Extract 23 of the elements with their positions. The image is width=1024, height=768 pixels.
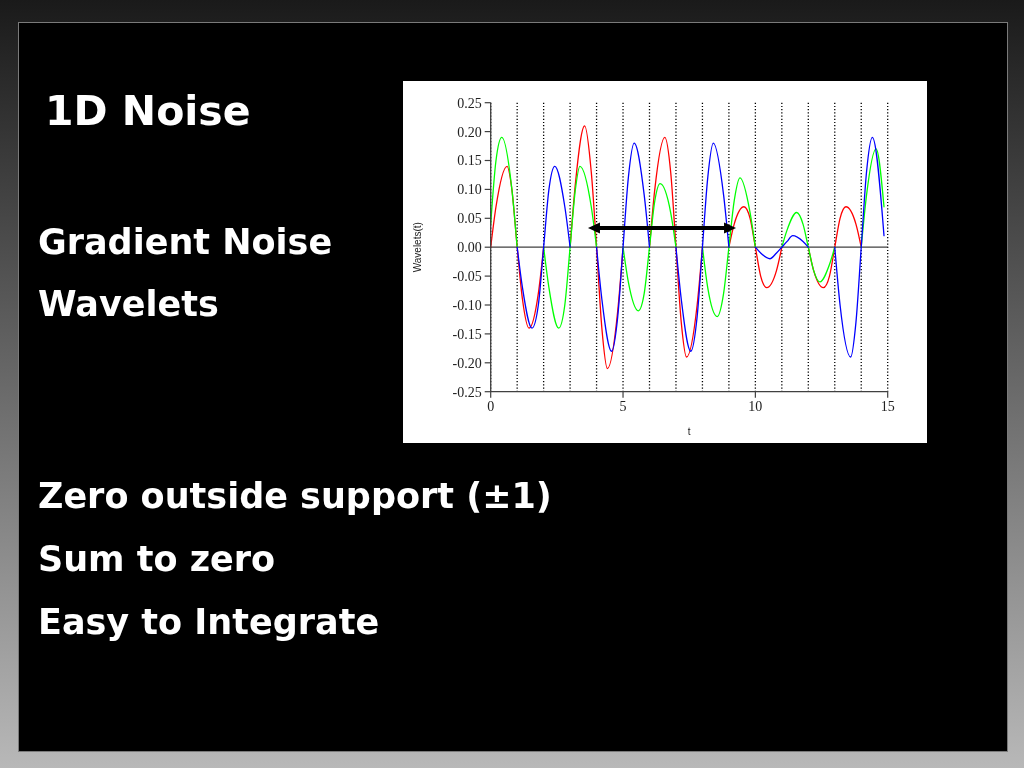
x-tick-label: 10 — [748, 398, 763, 414]
y-tick-label: -0.25 — [452, 384, 482, 400]
x-tick-label: 5 — [619, 398, 627, 414]
y-tick-label: 0.20 — [457, 124, 482, 140]
x-tick-label: 0 — [487, 398, 495, 414]
y-tick-label: -0.15 — [452, 326, 482, 342]
y-tick-label: -0.05 — [452, 269, 482, 284]
y-tick-label: 0.10 — [457, 182, 482, 198]
y-tick-label: -0.20 — [452, 355, 482, 371]
y-tick-label: 0.05 — [457, 211, 482, 227]
text: Sum to zero — [38, 539, 276, 579]
x-axis-title: t — [687, 426, 691, 437]
text: Gradient Noise — [38, 222, 333, 262]
text: 1D Noise — [45, 87, 251, 135]
text: Wavelets — [38, 284, 219, 324]
y-axis-title: Wavelets(t) — [412, 222, 423, 273]
x-tick-label: 15 — [880, 398, 895, 414]
y-tick-label: 0.00 — [457, 240, 482, 256]
y-tick-label: 0.15 — [457, 153, 482, 169]
text: Zero outside support (±1) — [38, 476, 552, 516]
y-tick-label: 0.25 — [457, 95, 482, 111]
text: Easy to Integrate — [38, 602, 380, 642]
y-tick-label: -0.10 — [452, 297, 482, 313]
